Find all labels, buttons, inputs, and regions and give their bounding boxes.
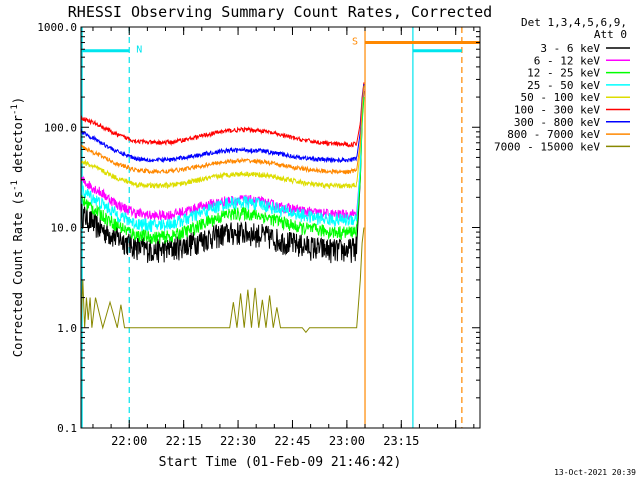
x-tick-label-0: 22:00 [111, 434, 147, 448]
legend-header-1: Det 1,3,4,5,6,9, [521, 16, 627, 29]
y-tick-label-1: 1.0 [57, 322, 77, 335]
state-flags: NS [81, 37, 480, 56]
series-line-2 [80, 97, 365, 244]
legend-label-0: 3 - 6 keV [540, 42, 600, 55]
x-axis-label: Start Time (01-Feb-09 21:46:42) [159, 455, 402, 470]
plot-area [81, 27, 480, 428]
legend-label-3: 25 - 50 keV [527, 79, 600, 92]
legend-label-5: 100 - 300 keV [514, 104, 600, 117]
flag-label-n: N [136, 45, 142, 56]
plot-background [81, 27, 480, 428]
footer-date: 13-Oct-2021 20:39 [554, 468, 636, 477]
axes: 0.1 1.0 10.0 100.0 1000.0 22:00 22:15 22:30 22:4… [37, 21, 481, 448]
x-tick-label-2: 22:30 [220, 434, 256, 448]
data-series [80, 82, 365, 334]
legend-label-8: 7000 - 15000 keV [494, 140, 600, 153]
x-tick-label-4: 23:00 [329, 434, 365, 448]
legend-header-2: Att 0 [594, 28, 627, 41]
y-axis-label-end: ) [11, 97, 25, 104]
y-axis-label: Corrected Count Rate (s-1 detector-1) [10, 97, 25, 357]
legend-label-1: 6 - 12 keV [534, 54, 601, 67]
x-tick-label-5: 23:15 [383, 434, 419, 448]
y-axis-label-main: Corrected Count Rate (s [11, 191, 25, 357]
legend-label-2: 12 - 25 keV [527, 67, 600, 80]
x-tick-label-1: 22:15 [166, 434, 202, 448]
y-axis-label-mid: detector [11, 115, 25, 180]
series-line-6 [80, 83, 365, 164]
y-tick-label-0: 0.1 [57, 422, 77, 435]
legend-label-6: 300 - 800 keV [514, 116, 600, 129]
y-axis-label-exp1: -1 [10, 180, 20, 191]
chart-title: RHESSI Observing Summary Count Rates, Co… [68, 3, 492, 21]
y-axis-label-exp2: -1 [10, 104, 20, 115]
series-line-3 [80, 85, 365, 232]
series-line-7 [80, 85, 365, 175]
y-tick-label-2: 10.0 [51, 222, 78, 235]
series-line-0 [80, 90, 365, 264]
series-line-8 [80, 227, 365, 334]
flag-label-s: S [352, 37, 358, 48]
series-line-4 [80, 83, 365, 190]
x-tick-label-3: 22:45 [274, 434, 310, 448]
legend-label-4: 50 - 100 keV [521, 91, 601, 104]
series-line-5 [80, 82, 365, 148]
legend-label-7: 800 - 7000 keV [507, 128, 600, 141]
y-tick-label-4: 1000.0 [37, 21, 77, 34]
y-tick-label-3: 100.0 [44, 121, 77, 134]
